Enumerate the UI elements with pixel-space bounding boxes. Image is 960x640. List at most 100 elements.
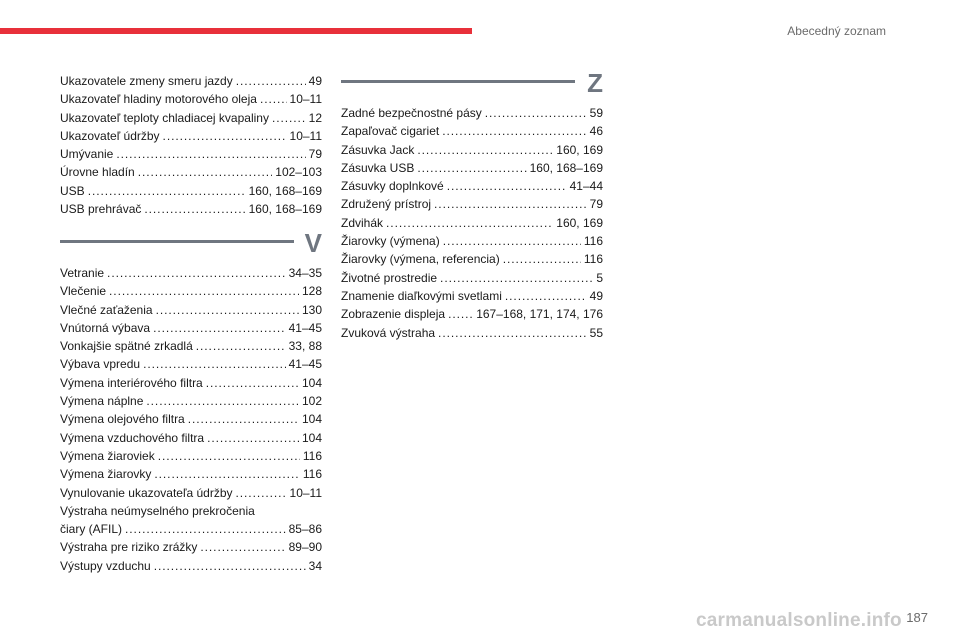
- entry-pages: 160, 168–169: [248, 202, 322, 217]
- entry-label: Zobrazenie displeja: [341, 307, 446, 322]
- index-entry: Výmena interiérového filtra 104: [60, 374, 322, 392]
- entry-pages: 49: [308, 74, 322, 88]
- dot-leader: [88, 182, 246, 200]
- entry-label: Výstupy vzduchu: [60, 558, 151, 573]
- entry-pages: 79: [308, 147, 322, 162]
- dot-leader: [146, 392, 299, 410]
- entry-label: Ukazovateľ teploty chladiacej kvapaliny: [60, 110, 269, 125]
- entry-label: Zásuvka Jack: [341, 142, 415, 157]
- entry-pages: 34: [308, 558, 322, 573]
- dot-leader: [440, 269, 593, 287]
- letter-label: Z: [587, 68, 603, 98]
- dot-leader: [485, 104, 587, 122]
- letter-heading-z: Z: [341, 68, 603, 108]
- entry-label: Výbava vpredu: [60, 357, 141, 372]
- index-entry: Výmena olejového filtra 104: [60, 410, 322, 428]
- index-entry: Znamenie diaľkovými svetlami 49: [341, 287, 603, 305]
- entry-label: Vlečenie: [60, 284, 107, 299]
- dot-leader: [188, 410, 299, 428]
- entry-pages: 160, 168–169: [529, 160, 603, 175]
- dot-leader: [442, 122, 586, 140]
- entry-label: Ukazovateľ údržby: [60, 128, 160, 143]
- index-entry: Vlečenie 128: [60, 282, 322, 300]
- index-entry: Životné prostredie 5: [341, 269, 603, 287]
- dot-leader: [143, 355, 286, 373]
- index-entry: Zásuvka Jack 160, 169: [341, 141, 603, 159]
- dot-leader: [434, 195, 587, 213]
- entry-label: Žiarovky (výmena, referencia): [341, 252, 500, 267]
- dot-leader: [163, 127, 287, 145]
- entry-label: Výmena vzduchového filtra: [60, 430, 205, 445]
- index-entry: Zvuková výstraha 55: [341, 324, 603, 342]
- dot-leader: [154, 465, 299, 483]
- index-entry: Vnútorná výbava 41–45: [60, 319, 322, 337]
- entry-label: Zapaľovač cigariet: [341, 124, 440, 139]
- entry-label: Umývanie: [60, 147, 114, 162]
- entry-label: Výmena žiarovky: [60, 467, 152, 482]
- entry-pages: 41–45: [288, 320, 322, 335]
- entry-pages: 10–11: [289, 92, 322, 107]
- index-entry: Zapaľovač cigariet 46: [341, 122, 603, 140]
- index-column-left: Ukazovatele zmeny smeru jazdy 49 Ukazovate…: [60, 72, 322, 218]
- dot-leader: [206, 374, 299, 392]
- index-entry-continuation: čiary (AFIL) 85–86: [60, 520, 322, 538]
- dot-leader: [503, 250, 581, 268]
- entry-label: Zadné bezpečnostné pásy: [341, 106, 482, 120]
- dot-leader: [417, 159, 526, 177]
- index-entry: Žiarovky (výmena, referencia) 116: [341, 250, 603, 268]
- index-entry: Vynulovanie ukazovateľa údržby 10–11: [60, 484, 322, 502]
- index-entry: Výstraha neúmyselného prekročenia čiary (…: [60, 502, 322, 539]
- entry-label: Vetranie: [60, 266, 105, 280]
- entry-label: USB: [60, 183, 85, 198]
- dot-leader: [109, 282, 299, 300]
- dot-leader: [505, 287, 587, 305]
- dot-leader: [260, 90, 287, 108]
- entry-pages: 130: [301, 302, 322, 317]
- dot-leader: [154, 557, 306, 575]
- entry-pages: 104: [301, 412, 322, 427]
- entry-label: Vnútorná výbava: [60, 320, 151, 335]
- entry-label: Zásuvky doplnkové: [341, 179, 444, 194]
- index-entry: Výmena žiaroviek 116: [60, 447, 322, 465]
- entry-label: Zásuvka USB: [341, 160, 415, 175]
- entry-label: Ukazovateľ hladiny motorového oleja: [60, 92, 257, 107]
- index-entry: Výstupy vzduchu 34: [60, 557, 322, 575]
- dot-leader: [196, 337, 286, 355]
- letter-divider: [341, 80, 575, 83]
- index-entry: Výmena žiarovky 116: [60, 465, 322, 483]
- entry-label: Združený prístroj: [341, 197, 432, 212]
- dot-leader: [417, 141, 553, 159]
- dot-leader: [438, 324, 587, 342]
- entry-pages: 116: [583, 234, 603, 249]
- entry-pages: 104: [301, 375, 322, 390]
- entry-pages: 116: [302, 467, 322, 482]
- dot-leader: [272, 109, 306, 127]
- index-entry: Žiarovky (výmena) 116: [341, 232, 603, 250]
- entry-label: Vynulovanie ukazovateľa údržby: [60, 485, 233, 500]
- index-entry: Združený prístroj 79: [341, 195, 603, 213]
- section-title: Abecedný zoznam: [787, 24, 886, 38]
- index-entry: USB 160, 168–169: [60, 182, 322, 200]
- index-entry: Vlečné zaťaženia 130: [60, 301, 322, 319]
- dot-leader: [200, 538, 285, 556]
- entry-pages: 160, 169: [556, 142, 603, 157]
- index-entry: Výmena vzduchového filtra 104: [60, 429, 322, 447]
- entry-label: Žiarovky (výmena): [341, 234, 440, 249]
- index-entry: Výmena náplne 102: [60, 392, 322, 410]
- entry-pages: 10–11: [289, 485, 322, 500]
- dot-leader: [443, 232, 581, 250]
- dot-leader: [207, 429, 299, 447]
- entry-pages: 59: [589, 106, 603, 120]
- entry-pages: 41–44: [569, 179, 603, 194]
- entry-label: Výmena náplne: [60, 394, 144, 409]
- index-column-right: Zadné bezpečnostné pásy 59 Zapaľovač cigar…: [341, 104, 603, 342]
- entry-pages: 10–11: [289, 128, 322, 143]
- entry-label: čiary (AFIL): [60, 522, 123, 537]
- index-entry: Zásuvka USB 160, 168–169: [341, 159, 603, 177]
- dot-leader: [153, 319, 286, 337]
- dot-leader: [236, 484, 287, 502]
- index-entry: Zdvihák 160, 169: [341, 214, 603, 232]
- index-entry: Zadné bezpečnostné pásy 59: [341, 104, 603, 122]
- entry-label: Ukazovatele zmeny smeru jazdy: [60, 74, 233, 88]
- entry-pages: 89–90: [288, 540, 322, 555]
